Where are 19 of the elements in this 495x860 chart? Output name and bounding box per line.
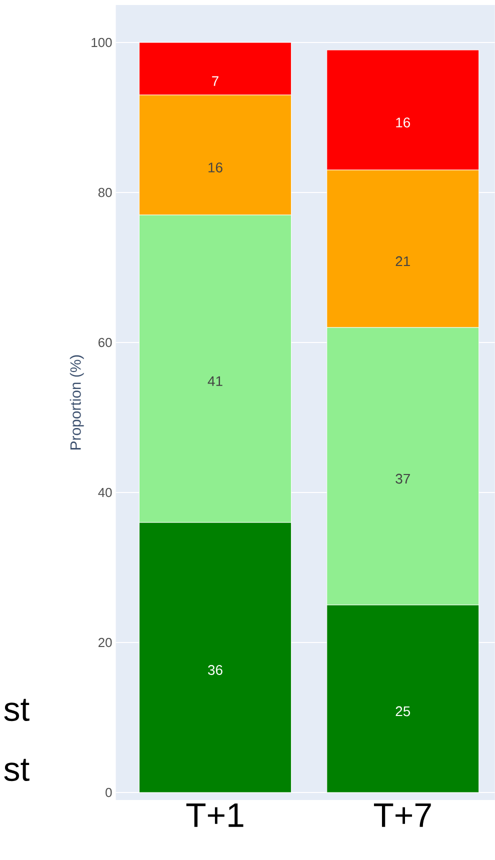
- data-label: 25: [396, 706, 410, 716]
- text: st: [4, 758, 30, 782]
- data-label: 16: [208, 162, 222, 172]
- y-tick-label: 40: [98, 488, 112, 498]
- y-tick-label: 60: [98, 338, 112, 348]
- y-tick-label: 20: [98, 638, 112, 648]
- x-tick-label: T+7: [374, 804, 431, 827]
- text: st: [4, 698, 30, 722]
- y-tick-label: 0: [105, 788, 112, 798]
- x-tick-label: T+1: [186, 804, 244, 827]
- data-label: 16: [396, 118, 410, 128]
- y-axis-title: Proportion (%): [70, 355, 84, 450]
- data-label: 41: [208, 376, 222, 386]
- data-label: 37: [396, 474, 410, 484]
- y-tick-label: 80: [98, 188, 112, 198]
- data-label: 7: [212, 76, 218, 86]
- data-label: 21: [396, 256, 410, 266]
- data-label: 36: [208, 665, 222, 675]
- y-tick-label: 100: [92, 38, 112, 48]
